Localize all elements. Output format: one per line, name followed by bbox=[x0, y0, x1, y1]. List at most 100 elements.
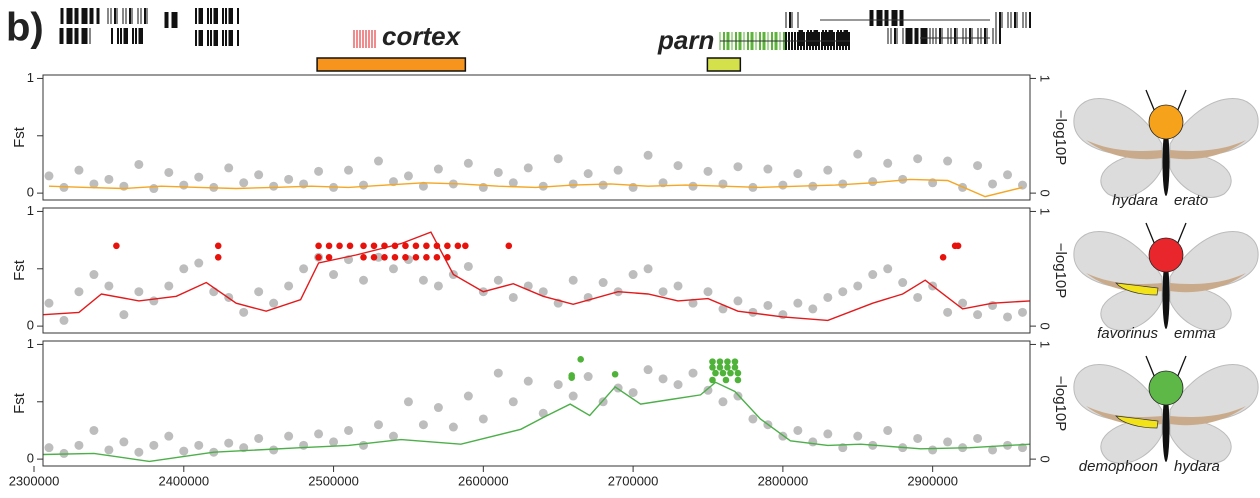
snp-point bbox=[463, 391, 473, 401]
brown-band bbox=[1086, 140, 1162, 160]
snp-point bbox=[119, 181, 129, 191]
snp-point bbox=[329, 437, 339, 447]
snp-point bbox=[433, 403, 443, 413]
snp-point bbox=[74, 440, 84, 450]
butterfly: hydara erato bbox=[1073, 89, 1259, 209]
snp-point bbox=[373, 420, 383, 430]
y2-tick-label: 1 bbox=[1038, 341, 1053, 348]
hindwing bbox=[1100, 417, 1163, 464]
phenotype-right: erato bbox=[1174, 192, 1208, 209]
y2-tick-label: 0 bbox=[1038, 190, 1053, 197]
snp-point bbox=[673, 380, 683, 390]
significant-point bbox=[568, 374, 575, 381]
significant-point bbox=[505, 242, 513, 250]
snp-point bbox=[703, 166, 713, 176]
yellow-band bbox=[1115, 282, 1159, 296]
significant-point bbox=[381, 254, 388, 261]
snp-point bbox=[179, 446, 189, 456]
body bbox=[1162, 261, 1170, 329]
snp-point bbox=[299, 440, 309, 450]
snp-point bbox=[868, 270, 878, 280]
snp-point bbox=[823, 292, 833, 302]
snp-point bbox=[853, 431, 863, 441]
panel-label: b) bbox=[6, 6, 44, 50]
y2-axis-label: −log10P bbox=[1052, 376, 1069, 431]
snp-point bbox=[164, 281, 174, 291]
wing-pair bbox=[1073, 222, 1165, 331]
y2-tick-label: 0 bbox=[1038, 456, 1053, 463]
significant-point bbox=[716, 364, 724, 371]
snp-point bbox=[928, 445, 938, 455]
phenotype-left: demophoon bbox=[1079, 458, 1158, 475]
snp-point bbox=[359, 275, 369, 285]
significant-point bbox=[611, 370, 619, 378]
snp-point bbox=[194, 258, 204, 268]
panel-frame bbox=[42, 340, 1031, 467]
snp-point bbox=[703, 385, 713, 395]
snp-point bbox=[134, 287, 144, 297]
snp-point bbox=[538, 408, 548, 418]
significant-point bbox=[214, 254, 222, 261]
snp-point bbox=[703, 287, 713, 297]
significant-point bbox=[731, 364, 739, 371]
x-tick-label: 2900000 bbox=[907, 473, 958, 488]
significant-point bbox=[412, 254, 420, 261]
x-tick-label: 2600000 bbox=[458, 473, 509, 488]
snp-point bbox=[823, 165, 833, 175]
snp-point bbox=[628, 388, 638, 398]
snp-point bbox=[104, 281, 114, 291]
snp-point bbox=[568, 391, 578, 401]
x-tick-label: 2700000 bbox=[608, 473, 659, 488]
snp-point bbox=[269, 445, 279, 455]
hindwing bbox=[1169, 284, 1232, 331]
snp-point bbox=[733, 391, 743, 401]
snp-point bbox=[89, 179, 99, 189]
significant-point bbox=[360, 242, 367, 250]
y2-axis-label: −log10P bbox=[1052, 110, 1069, 165]
snp-point bbox=[359, 440, 369, 450]
significant-point bbox=[727, 369, 734, 377]
snp-point bbox=[149, 440, 159, 450]
snp-point bbox=[194, 172, 204, 182]
snp-point bbox=[119, 437, 129, 447]
significant-point bbox=[734, 376, 742, 384]
snp-point bbox=[718, 397, 728, 407]
significant-point bbox=[315, 254, 322, 261]
snp-point bbox=[748, 414, 758, 424]
snp-point bbox=[883, 264, 893, 274]
snp-point bbox=[973, 433, 983, 443]
snp-point bbox=[688, 368, 698, 378]
snp-point bbox=[568, 179, 578, 189]
significant-point bbox=[412, 242, 420, 250]
snp-point bbox=[478, 414, 488, 424]
significant-point bbox=[336, 242, 343, 250]
snp-point bbox=[388, 264, 398, 274]
snp-point bbox=[344, 425, 354, 435]
snp-point bbox=[568, 275, 578, 285]
snp-point bbox=[329, 270, 339, 280]
snp-point bbox=[793, 298, 803, 308]
snp-point bbox=[643, 264, 653, 274]
snp-point bbox=[89, 425, 99, 435]
snp-point bbox=[74, 287, 84, 297]
snp-point bbox=[913, 433, 923, 443]
significant-point bbox=[391, 242, 399, 250]
color-spot bbox=[1148, 237, 1184, 273]
snp-point bbox=[673, 281, 683, 291]
color-spot bbox=[1148, 370, 1184, 406]
snp-point bbox=[913, 292, 923, 302]
snp-point bbox=[913, 154, 923, 164]
snp-point bbox=[164, 431, 174, 441]
snp-point bbox=[868, 177, 878, 187]
body bbox=[1162, 128, 1170, 196]
snp-point bbox=[1003, 170, 1013, 180]
snp-point bbox=[1018, 307, 1028, 317]
phenotype-left: hydara bbox=[1112, 192, 1158, 209]
snp-point bbox=[853, 281, 863, 291]
snp-point bbox=[688, 298, 698, 308]
significant-point bbox=[325, 254, 333, 261]
snp-point bbox=[613, 165, 623, 175]
snp-point bbox=[508, 292, 518, 302]
snp-point bbox=[89, 270, 99, 280]
snp-point bbox=[284, 281, 294, 291]
